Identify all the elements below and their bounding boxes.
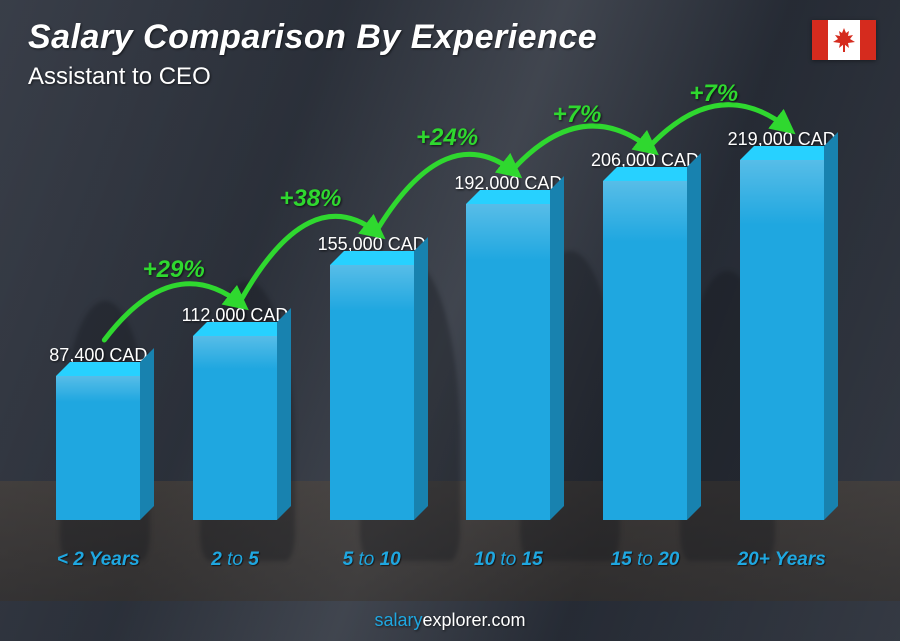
- category-label: 2 to 5: [167, 549, 304, 571]
- bar-group: 206,000 CAD: [577, 150, 714, 520]
- flag-center: [828, 20, 860, 60]
- bar-side-face: [550, 176, 564, 520]
- bar-side-face: [687, 153, 701, 520]
- bars-container: 87,400 CAD112,000 CAD155,000 CAD192,000 …: [30, 100, 850, 520]
- infographic-stage: Salary Comparison By Experience Assistan…: [0, 0, 900, 641]
- bar-group: 112,000 CAD: [167, 305, 304, 520]
- bar-chart: 87,400 CAD112,000 CAD155,000 CAD192,000 …: [30, 100, 850, 571]
- bar: [603, 181, 687, 520]
- delta-label: +29%: [143, 256, 205, 284]
- delta-label: +7%: [553, 101, 602, 129]
- bar-front-face: [740, 160, 824, 520]
- bar-group: 155,000 CAD: [303, 234, 440, 520]
- title-block: Salary Comparison By Experience Assistan…: [28, 18, 597, 91]
- maple-leaf-icon: [833, 28, 855, 52]
- delta-label: +7%: [689, 80, 738, 108]
- footer-brand-colored: salary: [374, 610, 422, 630]
- footer-brand: salaryexplorer.com: [0, 610, 900, 631]
- bar-front-face: [330, 265, 414, 520]
- bar-front-face: [603, 181, 687, 520]
- bar: [56, 376, 140, 520]
- category-label: 10 to 15: [440, 549, 577, 571]
- footer-brand-rest: explorer.com: [422, 610, 525, 630]
- categories-row: < 2 Years2 to 55 to 1010 to 1515 to 2020…: [30, 549, 850, 571]
- category-label: < 2 Years: [30, 549, 167, 571]
- chart-title: Salary Comparison By Experience: [28, 18, 597, 57]
- bar-group: 87,400 CAD: [30, 345, 167, 520]
- category-label: 15 to 20: [577, 549, 714, 571]
- bar-group: 192,000 CAD: [440, 173, 577, 520]
- category-label: 20+ Years: [713, 549, 850, 571]
- flag-band-left: [812, 20, 828, 60]
- category-label: 5 to 10: [303, 549, 440, 571]
- bar: [330, 265, 414, 520]
- bar-side-face: [277, 308, 291, 520]
- bar-group: 219,000 CAD: [713, 129, 850, 520]
- bar-front-face: [56, 376, 140, 520]
- bar: [193, 336, 277, 520]
- bar-side-face: [824, 132, 838, 520]
- delta-label: +38%: [279, 185, 341, 213]
- bar-side-face: [140, 348, 154, 520]
- country-flag: [812, 20, 876, 60]
- bar: [740, 160, 824, 520]
- flag-band-right: [860, 20, 876, 60]
- bar-top-face: [330, 251, 428, 265]
- bar-top-face: [740, 146, 838, 160]
- bar: [466, 204, 550, 520]
- bar-front-face: [193, 336, 277, 520]
- delta-label: +24%: [416, 124, 478, 152]
- bar-side-face: [414, 237, 428, 520]
- chart-subtitle: Assistant to CEO: [28, 63, 597, 91]
- bar-front-face: [466, 204, 550, 520]
